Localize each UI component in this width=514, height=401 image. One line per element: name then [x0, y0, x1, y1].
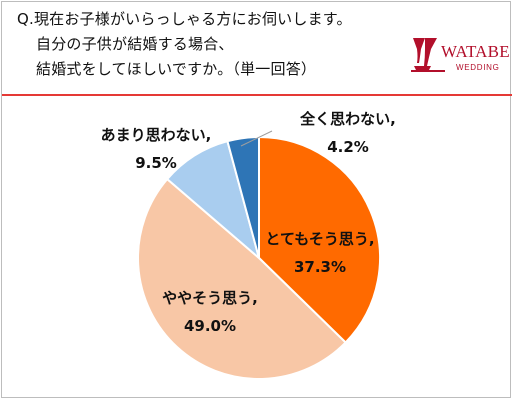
leader-line [240, 130, 273, 147]
slice-label-value-3: 9.5% [135, 154, 177, 172]
question-line-3: 結婚式をしてほしいですか。（単一回答） [36, 60, 317, 78]
slice-label-name-1: とてもそう思う, [265, 230, 374, 248]
slice-label-value-1: 37.3% [294, 258, 346, 276]
slice-label-name-4: 全く思わない, [299, 110, 396, 128]
watabe-wedding-logo: WATABE WEDDING [407, 35, 511, 77]
logo-subtitle: WEDDING [456, 63, 500, 72]
header-divider [2, 94, 512, 96]
slice-label-name-3: あまり思わない, [101, 126, 212, 144]
pie-slice-2 [137, 177, 348, 380]
pie-chart: とてもそう思う, 37.3% ややそう思う, 49.0% あまり思わない, 9.5% 全く思… [101, 110, 396, 380]
pie-slice-1 [258, 135, 381, 344]
question-line-2: 自分の子供が結婚する場合、 [36, 35, 234, 53]
slice-label-value-4: 4.2% [327, 138, 369, 156]
slice-label-name-2: ややそう思う, [162, 289, 258, 307]
question-header: Q.現在お子様がいらっしゃる方にお伺いします。 自分の子供が結婚する場合、 結婚… [2, 2, 512, 96]
wine-glass-logo-icon [411, 38, 445, 72]
logo-title: WATABE [441, 42, 510, 61]
slice-label-value-2: 49.0% [184, 317, 236, 335]
question-line-1: Q.現在お子様がいらっしゃる方にお伺いします。 [17, 10, 352, 28]
